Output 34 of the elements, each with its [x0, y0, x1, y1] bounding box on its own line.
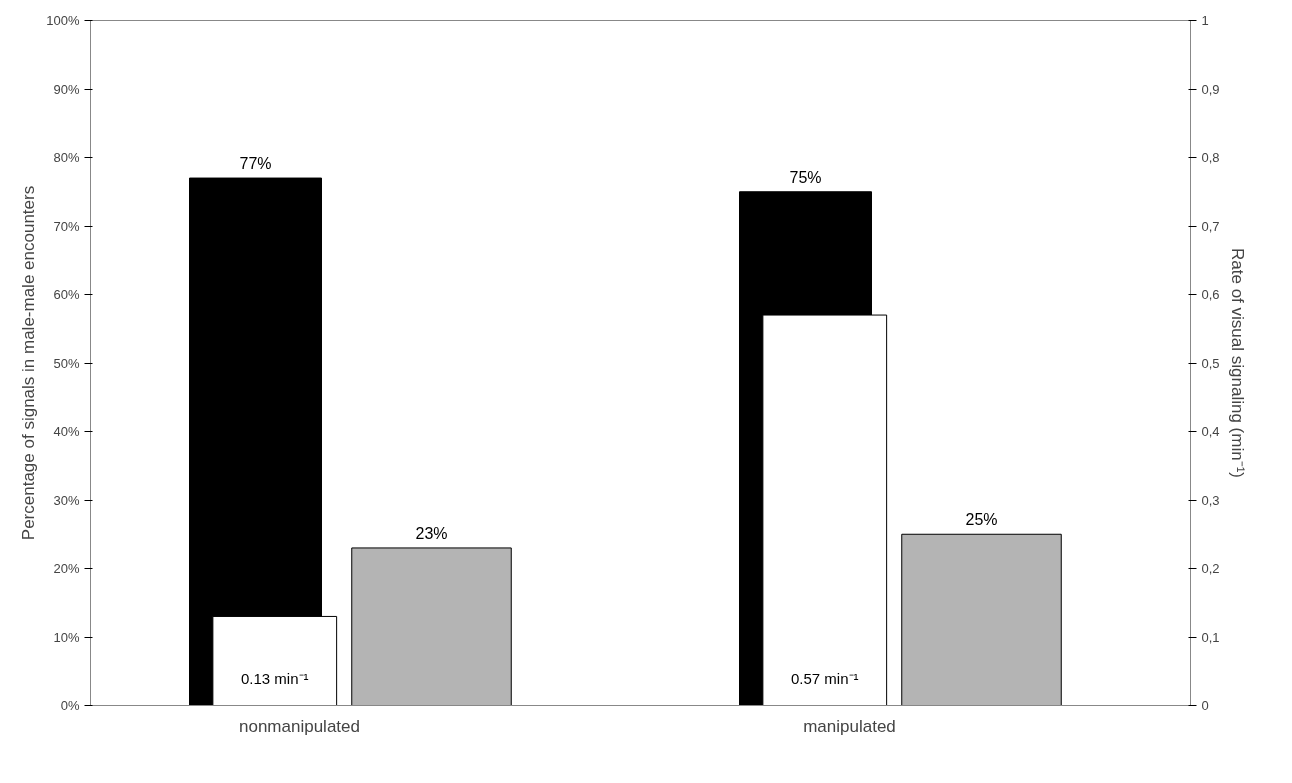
y-axis-title: Percentage of signals in male-male encounters	[19, 185, 39, 541]
bar	[351, 547, 512, 706]
y-tick-label: 60%	[53, 287, 80, 302]
y2-tick-label: 0	[1201, 698, 1209, 713]
y2-tick-label: 1	[1201, 13, 1209, 28]
y2-tick-label: 0,2	[1201, 561, 1220, 576]
data-label: 25%	[965, 511, 998, 529]
y2-tick-label: 0,1	[1201, 629, 1220, 645]
y2-tick-label: 0,8	[1201, 150, 1220, 165]
y-tick-label: 40%	[53, 424, 80, 439]
y-tick-label: 80%	[53, 150, 80, 165]
y-tick-label: 100%	[46, 13, 80, 28]
y2-axis-title: Rate of visual signaling (min⁻¹)	[1227, 248, 1247, 478]
y2-tick-label: 0,9	[1201, 81, 1220, 97]
y-tick-label: 0%	[60, 698, 80, 713]
y-tick-label: 70%	[53, 218, 80, 234]
y2-tick-label: 0,6	[1201, 287, 1220, 302]
y2-tick-label: 0,5	[1201, 355, 1220, 371]
data-label: 23%	[415, 524, 448, 542]
bar	[901, 533, 1062, 706]
data-label: 0.13 min⁻¹	[240, 669, 309, 687]
data-label: 75%	[789, 168, 822, 186]
y2-tick-label: 0,3	[1201, 492, 1220, 508]
y-tick-label: 20%	[53, 561, 80, 576]
y2-tick-label: 0,4	[1201, 424, 1220, 439]
data-label: 77%	[239, 155, 272, 173]
y-tick-label: 50%	[53, 355, 80, 371]
x-tick-label: manipulated	[803, 716, 896, 736]
x-tick-label: nonmanipulated	[239, 716, 360, 736]
y-tick-label: 90%	[53, 81, 80, 97]
data-label: 0.57 min⁻¹	[790, 669, 859, 687]
y-tick-label: 30%	[53, 492, 80, 508]
y2-tick-label: 0,7	[1201, 218, 1220, 234]
y-tick-label: 10%	[53, 629, 80, 645]
